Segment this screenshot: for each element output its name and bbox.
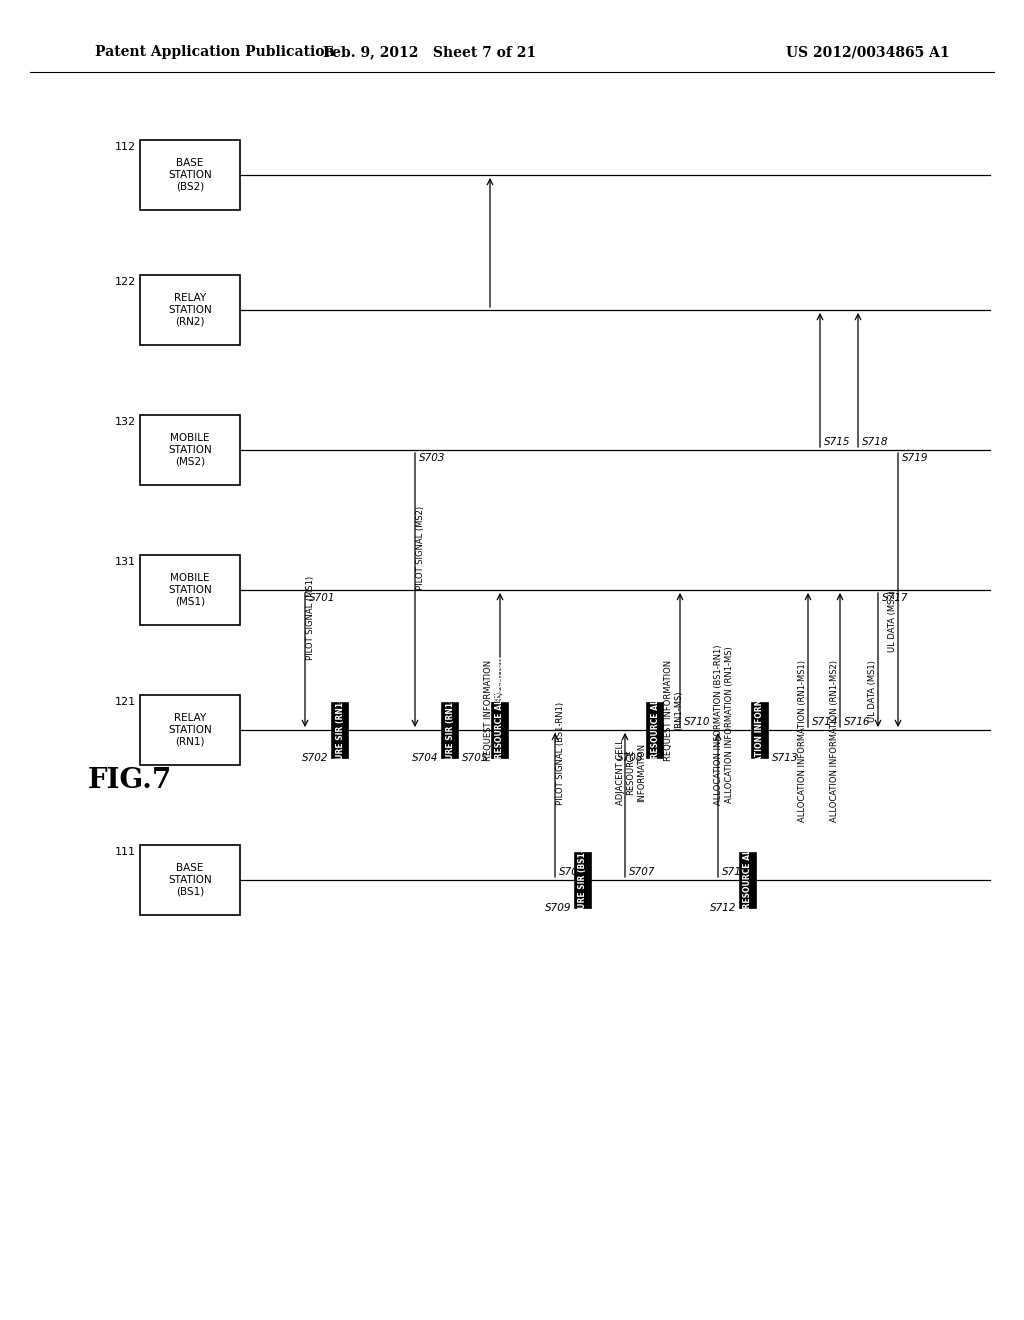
Text: 121: 121 [115, 697, 136, 708]
Text: S712: S712 [710, 903, 736, 913]
Text: S704: S704 [412, 752, 438, 763]
Bar [140, 414, 240, 484]
Text: S709: S709 [545, 903, 571, 913]
Text: BASE
STATION
(BS2): BASE STATION (BS2) [168, 158, 212, 191]
Bar [140, 275, 240, 345]
Bar [575, 853, 591, 908]
Bar [647, 704, 663, 758]
Text: S716: S716 [844, 717, 870, 727]
Text: S713: S713 [772, 752, 799, 763]
Text: UL DATA (MS2): UL DATA (MS2) [888, 590, 896, 652]
Text: S718: S718 [862, 437, 889, 447]
Text: ALLOCATION INFORMATION: ALLOCATION INFORMATION [756, 671, 765, 789]
Text: PILOT SIGNAL (MS1): PILOT SIGNAL (MS1) [306, 576, 315, 660]
Text: S706: S706 [559, 867, 586, 876]
Text: MEASURE SIR (RN1-MS1): MEASURE SIR (RN1-MS1) [336, 676, 344, 784]
Bar [332, 704, 348, 758]
Text: S701: S701 [309, 593, 336, 603]
Text: BASE
STATION
(BS1): BASE STATION (BS1) [168, 863, 212, 896]
Text: 122: 122 [115, 277, 136, 286]
Text: US 2012/0034865 A1: US 2012/0034865 A1 [786, 45, 950, 59]
Text: S715: S715 [824, 437, 851, 447]
Bar [442, 704, 458, 758]
Text: S705: S705 [462, 752, 488, 763]
Text: MOBILE
STATION
(MS2): MOBILE STATION (MS2) [168, 433, 212, 466]
Text: Patent Application Publication: Patent Application Publication [95, 45, 335, 59]
Text: WIRELESS RESOURCE ALLOCATION: WIRELESS RESOURCE ALLOCATION [650, 656, 659, 804]
Text: ALLOCATION INFORMATION (RN1-MS1): ALLOCATION INFORMATION (RN1-MS1) [798, 660, 807, 822]
Text: S717: S717 [882, 593, 908, 603]
Text: 132: 132 [115, 417, 136, 426]
Bar [140, 554, 240, 624]
Text: S702: S702 [301, 752, 328, 763]
Text: WIRELESS RESOURCE ALLOCATION: WIRELESS RESOURCE ALLOCATION [496, 656, 505, 804]
Text: WIRELESS RESOURCE ALLOCATION: WIRELESS RESOURCE ALLOCATION [743, 807, 753, 954]
Text: S707: S707 [629, 867, 655, 876]
Bar [140, 140, 240, 210]
Text: MOBILE
STATION
(MS1): MOBILE STATION (MS1) [168, 573, 212, 607]
Text: S710: S710 [684, 717, 711, 727]
Bar [140, 696, 240, 766]
Text: PILOT SIGNAL (MS2): PILOT SIGNAL (MS2) [417, 506, 426, 590]
Text: S714: S714 [812, 717, 839, 727]
Text: PILOT SIGNAL (BS1-RN1): PILOT SIGNAL (BS1-RN1) [556, 702, 565, 805]
Text: ALLOCATION INFORMATION (BS1-RN1)
ALLOCATION INFORMATION (RN1-MS): ALLOCATION INFORMATION (BS1-RN1) ALLOCAT… [715, 644, 734, 805]
Text: 131: 131 [115, 557, 136, 568]
Bar [140, 845, 240, 915]
Text: S703: S703 [419, 453, 445, 463]
Text: ADJACENT CELL
RESOURCE
INFORMATION: ADJACENT CELL RESOURCE INFORMATION [616, 739, 646, 805]
Text: UL DATA (MS1): UL DATA (MS1) [867, 660, 877, 722]
Text: ALLOCATION INFORMATION (RN1-MS2): ALLOCATION INFORMATION (RN1-MS2) [829, 660, 839, 822]
Text: S719: S719 [902, 453, 929, 463]
Text: MEASURE SIR (BS1-RN1): MEASURE SIR (BS1-RN1) [579, 828, 588, 932]
Text: RELAY
STATION
(RN2): RELAY STATION (RN2) [168, 293, 212, 326]
Text: FIG.7: FIG.7 [88, 767, 172, 793]
Text: S711: S711 [722, 867, 749, 876]
Text: Feb. 9, 2012   Sheet 7 of 21: Feb. 9, 2012 Sheet 7 of 21 [324, 45, 537, 59]
Text: REQUEST INFORMATION
(RN1-MS): REQUEST INFORMATION (RN1-MS) [484, 660, 504, 762]
Bar [752, 704, 768, 758]
Text: MEASURE SIR (RN1-MS2): MEASURE SIR (RN1-MS2) [445, 676, 455, 784]
Text: 111: 111 [115, 847, 136, 857]
Text: REQUEST INFORMATION
(RN1-MS): REQUEST INFORMATION (RN1-MS) [665, 660, 684, 762]
Bar [492, 704, 508, 758]
Text: 112: 112 [115, 143, 136, 152]
Bar [740, 853, 756, 908]
Text: S708: S708 [616, 752, 643, 763]
Text: RELAY
STATION
(RN1): RELAY STATION (RN1) [168, 713, 212, 747]
